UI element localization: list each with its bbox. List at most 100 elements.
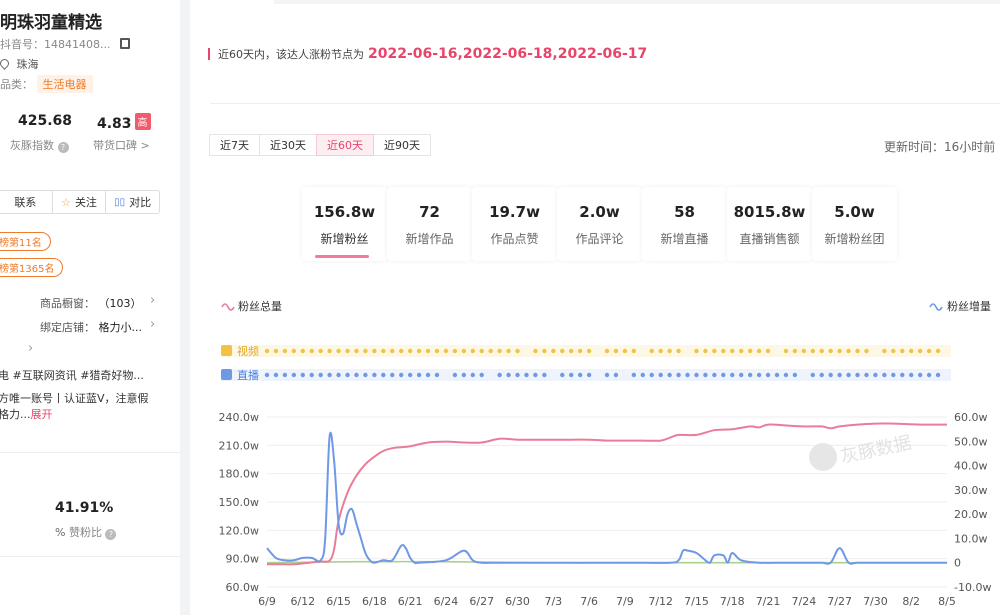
live-dot[interactable] [479,372,484,378]
metric-card-new-works[interactable]: 72 新增作品 [387,187,472,261]
live-dot[interactable] [900,372,905,378]
live-dot[interactable] [783,372,789,378]
video-dot[interactable] [309,348,314,354]
video-dot[interactable] [434,348,440,354]
live-dot[interactable] [765,372,771,378]
video-dot[interactable] [783,348,789,354]
live-dot[interactable] [542,372,547,378]
video-dot[interactable] [479,348,484,354]
live-dot[interactable] [703,372,708,378]
live-dot[interactable] [452,372,458,378]
video-dot[interactable] [560,348,565,354]
live-dot[interactable] [318,372,323,378]
video-dot[interactable] [801,348,807,354]
video-dot[interactable] [533,348,538,354]
video-dot[interactable] [273,348,279,354]
live-dot[interactable] [416,372,422,378]
live-dot[interactable] [676,372,681,378]
metric-card-comments[interactable]: 2.0w 作品评论 [557,187,642,261]
metric-card-fan-club[interactable]: 5.0w 新增粉丝团 [812,187,897,261]
video-dot[interactable] [658,348,663,354]
live-dot[interactable] [300,372,305,378]
follow-button[interactable]: ☆ 关注 [53,191,107,213]
video-dot[interactable] [667,348,672,354]
series-line-delta[interactable] [266,431,947,565]
video-dot[interactable] [381,348,386,354]
video-dot[interactable] [756,348,762,354]
live-dot[interactable] [882,372,887,378]
video-dot[interactable] [264,348,270,354]
video-dot[interactable] [909,348,914,354]
live-dot[interactable] [837,372,842,378]
rank-badge-1[interactable]: 榜第11名 [0,232,51,251]
video-dot[interactable] [372,348,377,354]
live-dot[interactable] [828,372,833,378]
live-dot[interactable] [712,372,717,378]
video-dot[interactable] [917,348,923,354]
live-dot[interactable] [515,372,520,378]
live-dot[interactable] [363,372,368,378]
live-dot[interactable] [792,372,798,378]
live-dot[interactable] [425,372,431,378]
series-line-total[interactable] [267,422,948,566]
video-dot[interactable] [604,348,610,354]
rank-badge-2[interactable]: 榜第1365名 [0,258,64,277]
live-dot[interactable] [407,372,413,378]
video-dot[interactable] [828,348,833,354]
live-dot[interactable] [291,372,297,378]
live-dot[interactable] [381,372,386,378]
tab-30-days[interactable]: 近30天 [259,134,317,156]
live-dot[interactable] [345,372,350,378]
live-dot[interactable] [846,372,851,378]
live-dot[interactable] [658,372,663,378]
live-dot[interactable] [336,372,341,378]
video-dot[interactable] [694,348,699,354]
live-dot[interactable] [524,372,529,378]
help-icon[interactable]: ? [57,142,69,153]
live-dot[interactable] [864,372,869,378]
video-dot[interactable] [336,348,341,354]
video-dot[interactable] [926,348,932,354]
video-dot[interactable] [649,348,654,354]
live-dot[interactable] [399,372,404,378]
live-dot[interactable] [667,372,672,378]
video-dot[interactable] [318,348,323,354]
live-dot[interactable] [354,372,359,378]
video-dot[interactable] [551,348,556,354]
live-dot[interactable] [855,372,860,378]
expand-link[interactable]: 展开 [30,408,53,421]
live-dot[interactable] [694,372,699,378]
live-dot[interactable] [506,372,511,378]
showcase-chevron-icon[interactable]: › [150,293,156,308]
video-dot[interactable] [300,348,305,354]
video-dot[interactable] [810,348,815,354]
metric-card-live-sales[interactable]: 8015.8w 直播销售额 [727,187,812,261]
live-dot[interactable] [470,372,475,378]
video-dot[interactable] [399,348,404,354]
metric-card-new-lives[interactable]: 58 新增直播 [642,187,727,261]
live-dot[interactable] [461,372,467,378]
live-dot[interactable] [577,372,583,378]
video-dot[interactable] [327,348,332,354]
expand-chevron-icon[interactable]: › [28,341,34,356]
video-dot[interactable] [470,348,475,354]
live-dot[interactable] [586,372,592,378]
live-dot[interactable] [569,372,574,378]
live-dot[interactable] [810,372,815,378]
live-dot[interactable] [935,372,941,378]
reputation-link[interactable]: 带货口碑 > [93,139,150,152]
contact-button[interactable]: 联系 [0,191,53,213]
video-dot[interactable] [577,348,583,354]
video-dot[interactable] [891,348,896,354]
live-dot[interactable] [756,372,762,378]
live-dot[interactable] [721,372,726,378]
live-dot[interactable] [560,372,565,378]
live-dot[interactable] [730,372,735,378]
live-dot[interactable] [613,372,619,378]
video-dot[interactable] [765,348,771,354]
compare-button[interactable]: ▯▯ 对比 [114,196,152,209]
video-dot[interactable] [882,348,887,354]
live-dot[interactable] [264,372,270,378]
live-dot[interactable] [604,372,610,378]
video-dot[interactable] [703,348,708,354]
